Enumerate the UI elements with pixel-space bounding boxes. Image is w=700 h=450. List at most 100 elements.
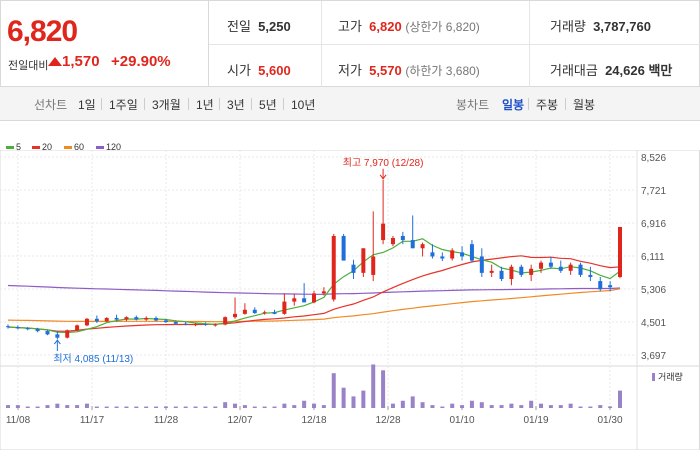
volume-label: 거래량 — [658, 371, 683, 382]
candle-body — [578, 264, 583, 275]
legend-ma60: 60 — [64, 142, 84, 152]
volume-bar — [55, 403, 60, 408]
y-tick-label: 6,111 — [641, 252, 665, 263]
candle-body — [163, 320, 168, 323]
volume-bar — [124, 406, 129, 408]
candle-body — [489, 270, 494, 273]
volume-bar — [134, 406, 139, 408]
legend-label: 5 — [16, 142, 22, 152]
volume-bar — [154, 406, 159, 408]
x-tick-label: 12/18 — [301, 415, 326, 426]
volume-bar — [331, 373, 336, 408]
candle-daily[interactable]: 일봉 — [502, 98, 525, 112]
candle-body — [420, 244, 425, 249]
period-1w[interactable]: 1주일 — [109, 98, 138, 112]
x-tick-label: 11/08 — [6, 415, 31, 426]
divider — [101, 98, 102, 110]
candle-body — [15, 326, 20, 329]
candle-body — [114, 317, 119, 320]
volume-bar — [548, 405, 553, 408]
volume-bar — [252, 406, 257, 408]
candle-body — [450, 250, 455, 259]
volume-bar — [618, 390, 622, 408]
candle-body — [6, 326, 10, 328]
candle-body — [312, 293, 316, 303]
volume-bar — [282, 403, 287, 408]
volume-bar — [460, 405, 465, 408]
volume-bar — [381, 370, 386, 408]
volume-bar — [361, 390, 366, 408]
change-percent: +29.90% — [111, 53, 171, 70]
period-1y[interactable]: 1년 — [196, 98, 214, 112]
stat-value: 3,787,760 — [593, 19, 651, 34]
candlestick-chart: 8,526 7,721 6,916 6,111 5,306 4,501 3,697 11/08… — [0, 150, 700, 450]
candle-body — [262, 312, 267, 314]
stat-low: 저가 5,570 (하한가 3,680) — [338, 60, 480, 79]
volume-bar — [173, 406, 178, 408]
candle-body — [144, 317, 149, 320]
candle-body — [55, 334, 60, 338]
stat-unit: 백만 — [648, 63, 673, 78]
y-tick-label: 7,721 — [641, 186, 666, 197]
period-1d[interactable]: 1일 — [78, 98, 96, 112]
candle-body — [272, 312, 277, 314]
y-tick-label: 4,501 — [641, 318, 666, 329]
volume-bar — [469, 400, 474, 408]
volume-bar — [163, 406, 168, 408]
period-10y[interactable]: 10년 — [291, 98, 316, 112]
x-tick-label: 01/10 — [449, 415, 474, 426]
stat-label: 전일 — [227, 19, 251, 34]
candle-body — [381, 223, 386, 241]
candle-body — [460, 252, 465, 257]
volume-bar — [588, 406, 593, 408]
volume-legend-swatch — [652, 373, 655, 381]
volume-bar — [539, 403, 544, 408]
period-3m[interactable]: 3개월 — [152, 98, 181, 112]
candle-body — [75, 325, 80, 331]
candle-body — [84, 318, 89, 326]
candle-body — [410, 240, 415, 249]
candle-body — [390, 238, 395, 245]
up-arrow-icon — [48, 57, 62, 66]
volume-bar — [430, 405, 435, 408]
volume-bar — [65, 405, 70, 408]
volume-bar — [499, 405, 504, 408]
divider — [529, 1, 530, 87]
stat-value: 6,820 — [369, 19, 402, 34]
volume-bar — [390, 403, 395, 408]
divider — [188, 98, 189, 110]
high-arrow-head — [379, 174, 387, 180]
legend-swatch — [96, 146, 104, 150]
candle-body — [568, 264, 573, 271]
divider — [321, 1, 322, 87]
y-tick-label: 3,697 — [641, 351, 666, 362]
volume-bar — [114, 406, 119, 408]
divider — [209, 44, 700, 45]
volume-bar — [94, 406, 99, 408]
divider — [565, 98, 566, 110]
volume-bar — [262, 406, 267, 408]
x-tick-label: 11/28 — [154, 415, 179, 426]
volume-bar — [410, 396, 415, 408]
period-3y[interactable]: 3년 — [227, 98, 245, 112]
x-tick-label: 11/17 — [80, 415, 105, 426]
candle-body — [321, 291, 326, 294]
candle-body — [509, 266, 514, 280]
change-value: 1,570 — [62, 53, 100, 70]
volume-bar — [558, 405, 563, 408]
volume-bar — [104, 406, 109, 408]
candle-body — [233, 313, 238, 318]
candle-body — [193, 324, 198, 326]
volume-bar — [312, 403, 316, 408]
period-5y[interactable]: 5년 — [259, 98, 277, 112]
stat-open: 시가 5,600 — [227, 60, 291, 79]
volume-bar — [183, 406, 188, 408]
candle-body — [124, 317, 129, 320]
legend-ma5: 5 — [6, 142, 21, 152]
candle-body — [499, 270, 504, 280]
candle-weekly[interactable]: 주봉 — [536, 98, 559, 112]
volume-bar — [598, 405, 603, 408]
price-box: 6,820 전일대비 1,570 +29.90% — [1, 1, 209, 87]
candle-body — [223, 317, 228, 325]
candle-monthly[interactable]: 월봉 — [573, 98, 596, 112]
